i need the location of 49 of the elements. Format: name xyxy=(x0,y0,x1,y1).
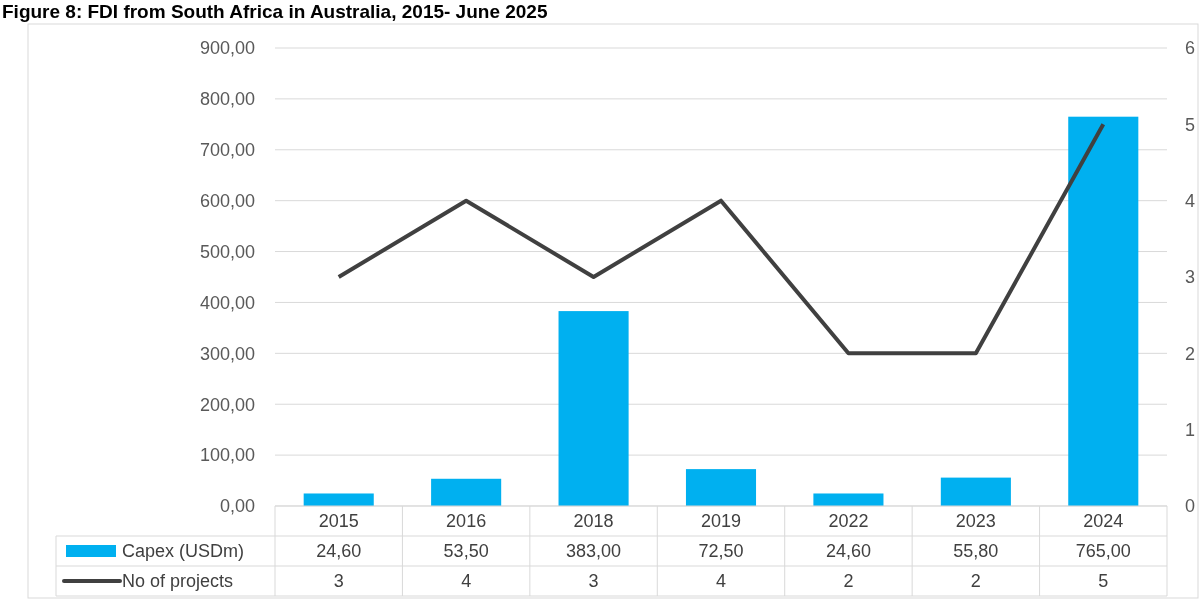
y-tick-label: 800,00 xyxy=(199,89,255,110)
data-label: 24,60 xyxy=(316,541,362,562)
y-tick-label: 500,00 xyxy=(199,241,255,262)
x-tick-label: 2018 xyxy=(573,511,614,532)
y-tick-label: 700,00 xyxy=(199,140,255,161)
line-series xyxy=(336,122,1106,356)
data-label: 24,60 xyxy=(825,541,871,562)
y2-tick-label: 2 xyxy=(1185,343,1196,364)
data-label: 383,00 xyxy=(566,541,622,562)
data-label: 5 xyxy=(1098,571,1109,592)
data-label: 4 xyxy=(461,571,472,592)
data-label: 55,80 xyxy=(953,541,999,562)
bar xyxy=(303,493,374,506)
x-tick-label: 2016 xyxy=(446,511,487,532)
y2-tick-label: 3 xyxy=(1185,267,1196,288)
y2-tick-label: 6 xyxy=(1185,38,1196,59)
data-label: 3 xyxy=(588,571,599,592)
data-label: 4 xyxy=(715,571,727,592)
data-label: 3 xyxy=(333,571,344,592)
bar xyxy=(813,493,884,506)
data-label: 765,00 xyxy=(1075,541,1131,562)
y-tick-label: 900,00 xyxy=(199,38,255,59)
x-tick-label: 2022 xyxy=(828,511,869,532)
bar xyxy=(940,477,1011,506)
x-tick-label: 2019 xyxy=(700,511,742,532)
y-tick-label: 600,00 xyxy=(199,190,255,211)
data-label: 72,50 xyxy=(698,541,744,562)
y2-tick-label: 0 xyxy=(1185,496,1196,517)
chart-title: Figure 8: FDI from South Africa in Australia, 2015- June 2025 xyxy=(2,1,548,22)
bar xyxy=(1068,116,1139,506)
legend-label: Capex (USDm) xyxy=(122,541,245,562)
y-tick-label: 300,00 xyxy=(199,343,255,364)
y2-tick-label: 4 xyxy=(1185,190,1196,211)
bar xyxy=(431,478,502,506)
bar xyxy=(558,311,629,506)
x-tick-label: 2015 xyxy=(318,511,359,532)
legend-label: No of projects xyxy=(122,571,234,592)
data-label: 53,50 xyxy=(443,541,489,562)
y2-tick-label: 5 xyxy=(1185,114,1196,135)
data-label: 2 xyxy=(843,571,854,592)
y-tick-label: 400,00 xyxy=(199,292,255,313)
x-tick-label: 2023 xyxy=(955,511,996,532)
y2-tick-label: 1 xyxy=(1185,419,1196,440)
bar xyxy=(685,469,757,506)
y-tick-label: 0,00 xyxy=(219,496,255,517)
y-tick-label: 100,00 xyxy=(199,445,255,466)
y-tick-label: 200,00 xyxy=(199,394,255,415)
data-label: 2 xyxy=(970,571,981,592)
x-tick-label: 2024 xyxy=(1083,511,1124,532)
